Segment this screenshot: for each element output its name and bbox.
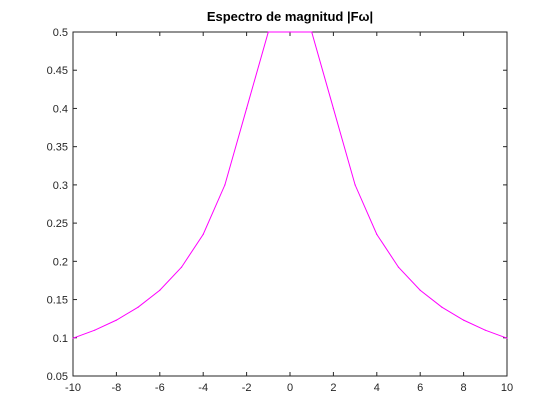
series-point bbox=[72, 337, 74, 339]
plot-area bbox=[72, 31, 508, 377]
y-tick-label: 0.4 bbox=[53, 103, 68, 115]
y-tick-label: 0.25 bbox=[47, 218, 68, 230]
series-point bbox=[441, 306, 443, 308]
x-tick-label: 0 bbox=[287, 382, 293, 394]
x-tick-label: 4 bbox=[374, 382, 380, 394]
x-tick-label: -4 bbox=[198, 382, 208, 394]
series-point bbox=[289, 31, 291, 33]
y-tick-label: 0.45 bbox=[47, 65, 68, 77]
chart-title: Espectro de magnitud |Fω| bbox=[207, 9, 373, 24]
series-point bbox=[180, 266, 183, 268]
series-point bbox=[354, 184, 356, 186]
series-point bbox=[224, 184, 226, 186]
x-tick-label: -6 bbox=[155, 382, 165, 394]
y-tick-label: 0.15 bbox=[47, 295, 68, 307]
series-point bbox=[137, 306, 139, 308]
x-tick-label: 6 bbox=[417, 382, 423, 394]
series-point bbox=[311, 31, 313, 33]
series-point bbox=[267, 31, 269, 33]
series-point bbox=[202, 233, 204, 235]
y-tick-label: 0.05 bbox=[47, 371, 68, 383]
series-point bbox=[115, 319, 117, 321]
y-tick-label: 0.35 bbox=[47, 142, 68, 154]
series-point bbox=[332, 107, 334, 110]
y-axis: 0.05 0.1 0.15 0.2 0.25 0.3 0.35 0.4 0.45 0.5 bbox=[47, 27, 507, 383]
series-point bbox=[397, 266, 400, 268]
y-tick-label: 0.2 bbox=[53, 256, 68, 268]
series-point bbox=[484, 329, 486, 331]
series-layer bbox=[72, 31, 508, 339]
series-point bbox=[376, 233, 378, 235]
series-point bbox=[159, 289, 161, 291]
y-tick-label: 0.3 bbox=[53, 180, 68, 192]
y-tick-label: 0.1 bbox=[53, 333, 68, 345]
x-tick-label: 8 bbox=[461, 382, 467, 394]
x-tick-label: -10 bbox=[65, 382, 81, 394]
series-point bbox=[419, 289, 421, 291]
x-tick-label: -8 bbox=[112, 382, 122, 394]
x-tick-label: 10 bbox=[501, 382, 513, 394]
y-tick-label: 0.5 bbox=[53, 27, 68, 39]
series-point bbox=[463, 319, 465, 321]
x-tick-label: 2 bbox=[330, 382, 336, 394]
x-axis: -10 -8 -6 -4 -2 0 2 4 6 8 10 bbox=[65, 32, 513, 394]
series-point bbox=[246, 107, 248, 110]
series-point bbox=[94, 329, 96, 331]
x-tick-label: -2 bbox=[242, 382, 252, 394]
series-point bbox=[506, 337, 508, 339]
